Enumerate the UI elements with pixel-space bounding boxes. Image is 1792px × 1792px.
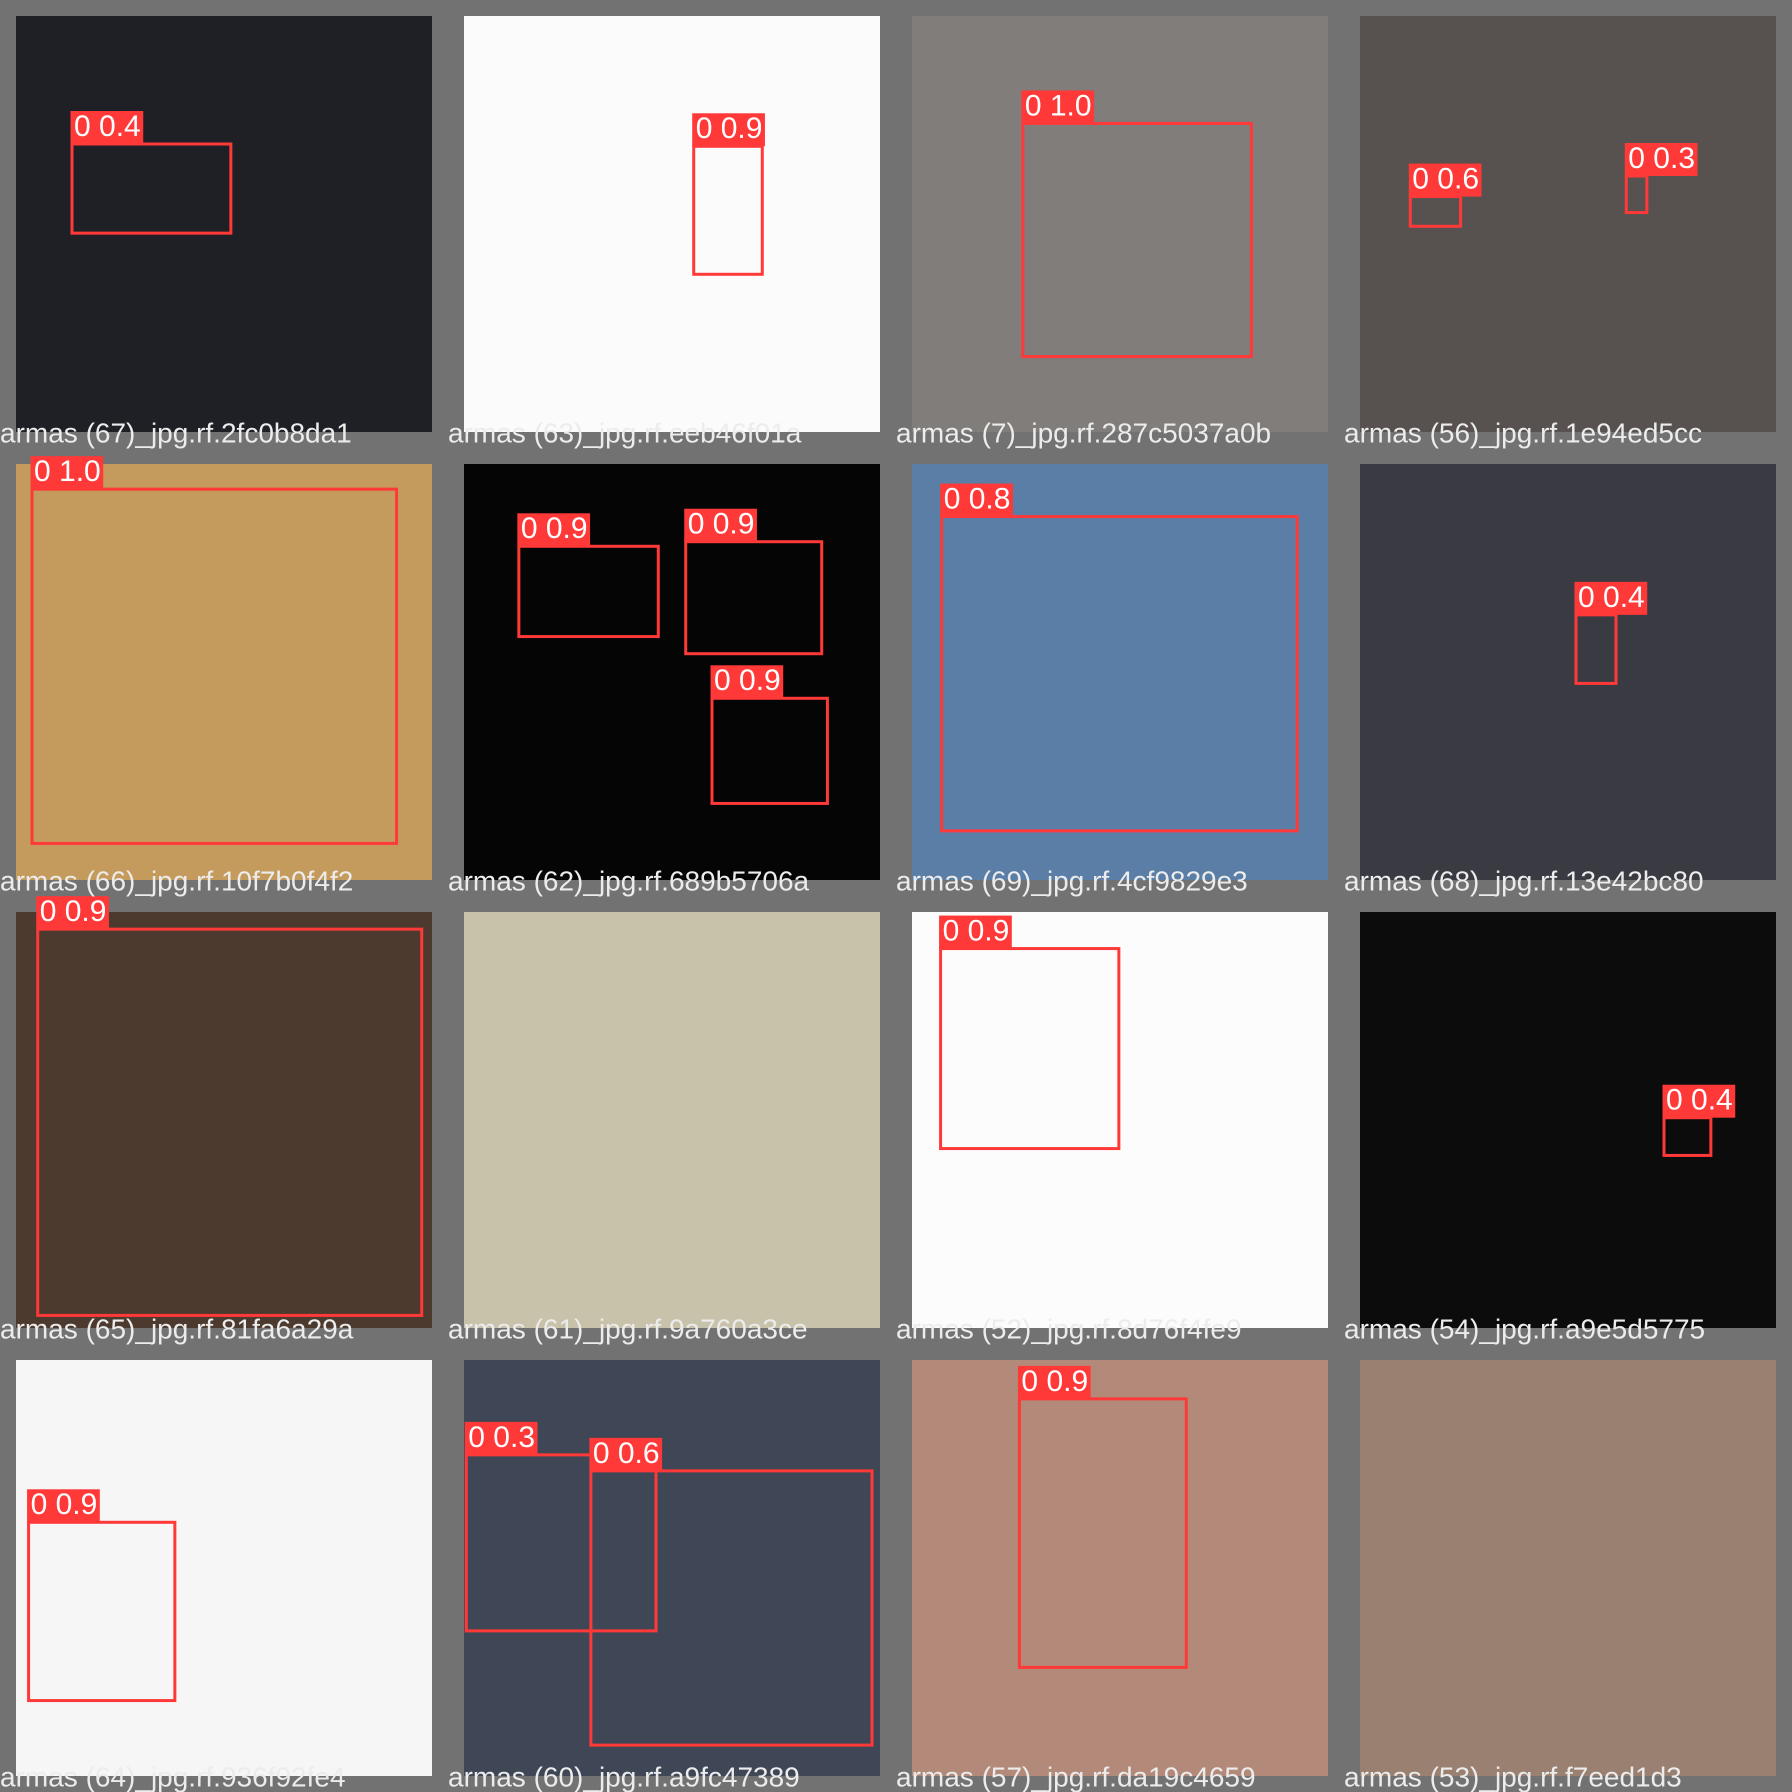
detection-label: 0 0.3: [468, 1421, 535, 1454]
filename: armas (60)_jpg.rf.a9fc47389: [448, 1761, 800, 1792]
photo: [1360, 16, 1776, 432]
detection-box: [692, 144, 764, 276]
filename: armas (65)_jpg.rf.81fa6a29a: [0, 1313, 354, 1344]
detection-label-bg: [1574, 581, 1648, 615]
photo: [464, 912, 880, 1328]
photo: [16, 1360, 432, 1776]
filename: armas (69)_jpg.rf.4cf9829e3: [896, 865, 1248, 896]
filename: armas (56)_jpg.rf.1e94ed5cc: [1344, 417, 1702, 448]
filename: armas (67)_jpg.rf.2fc0b8da1: [0, 417, 352, 448]
filenames: armas (67)_jpg.rf.2fc0b8da1 armas (63)_jp…: [0, 417, 1705, 1792]
detection-box: [27, 1520, 177, 1703]
detection-label: 0 0.9: [31, 1488, 98, 1521]
photo: [464, 16, 880, 432]
filename: armas (68)_jpg.rf.13e42bc80: [1344, 865, 1704, 896]
filename: armas (57)_jpg.rf.da19c4659: [896, 1761, 1256, 1792]
detection-box: [464, 1453, 658, 1633]
detection-label: 0 0.6: [1412, 162, 1479, 195]
detection-label-bg: [36, 896, 109, 930]
detection-box: [939, 947, 1121, 1151]
photo: [912, 1360, 1328, 1776]
filename: armas (63)_jpg.rf.eeb46f01a: [448, 417, 802, 448]
detection-label: 0 0.8: [944, 482, 1011, 515]
detection-label-bg: [940, 483, 1013, 517]
detection-label-bg: [1624, 143, 1698, 176]
detection-label: 0 0.9: [714, 664, 781, 697]
filename: armas (61)_jpg.rf.9a760a3ce: [448, 1313, 808, 1344]
detection-label-bg: [70, 111, 144, 144]
photo: [16, 464, 432, 880]
detection-label: 0 0.9: [943, 914, 1010, 947]
detection-box: [1017, 1397, 1188, 1669]
detection-label: 0 0.9: [521, 512, 588, 545]
detection-label-bg: [1021, 90, 1095, 124]
detection-label: 0 0.9: [688, 508, 755, 541]
detection-label: 0 0.9: [1021, 1365, 1088, 1398]
detection-box: [940, 515, 1299, 833]
filename: armas (53)_jpg.rf.f7eed1d3: [1344, 1761, 1682, 1792]
detection-label-bg: [517, 513, 591, 547]
detection-label: 0 1.0: [1025, 89, 1092, 122]
filename: armas (66)_jpg.rf.10f7b0f4f2: [0, 865, 353, 896]
detection-label-bg: [30, 456, 104, 490]
photo: [912, 464, 1328, 880]
detection-label-bg: [1662, 1084, 1736, 1118]
detection-label: 0 0.4: [1578, 581, 1645, 614]
detection-label-bg: [684, 508, 757, 542]
detection-label: 0 1.0: [34, 455, 101, 488]
photos: [16, 16, 1776, 1776]
detection-box: [70, 142, 233, 235]
detection-label-bg: [710, 665, 784, 699]
photo: [1360, 464, 1776, 880]
filename: armas (62)_jpg.rf.689b5706a: [448, 865, 810, 896]
photo: [1360, 912, 1776, 1328]
detection-box: [1021, 121, 1253, 359]
detection-box: [30, 487, 399, 845]
photo: [912, 16, 1328, 432]
detection-label-bg: [1017, 1365, 1091, 1399]
detection-label: 0 0.9: [696, 112, 763, 145]
detection-label-bg: [589, 1437, 663, 1471]
photo: [1360, 1360, 1776, 1776]
filename: armas (64)_jpg.rf.936f92fe4: [0, 1761, 346, 1792]
detection-label-bg: [939, 915, 1012, 949]
detection-box: [589, 1469, 874, 1747]
detection-label: 0 0.6: [593, 1437, 660, 1470]
detection-label: 0 0.3: [1628, 142, 1695, 175]
filename: armas (54)_jpg.rf.a9e5d5775: [1344, 1313, 1705, 1344]
photo: [16, 16, 432, 432]
detection-label-bg: [464, 1421, 538, 1455]
photo: [16, 912, 432, 1328]
detection-label: 0 0.4: [74, 110, 141, 143]
filename: armas (7)_jpg.rf.287c5037a0b: [896, 417, 1271, 448]
detection-label: 0 0.4: [1666, 1084, 1733, 1117]
detection-label-bg: [692, 113, 765, 147]
detection-label-bg: [27, 1489, 100, 1523]
detection-box: [36, 927, 424, 1317]
detections: 0 0.4 0 0.9 0 1.0 0 0.6 0 0.3 0 1.0 0 0.9 0 0.9…: [27, 89, 1736, 1747]
filename: armas (52)_jpg.rf.8d76f4fe9: [896, 1313, 1242, 1344]
detection-label: 0 0.9: [40, 895, 107, 928]
detection-label-bg: [1408, 163, 1482, 197]
